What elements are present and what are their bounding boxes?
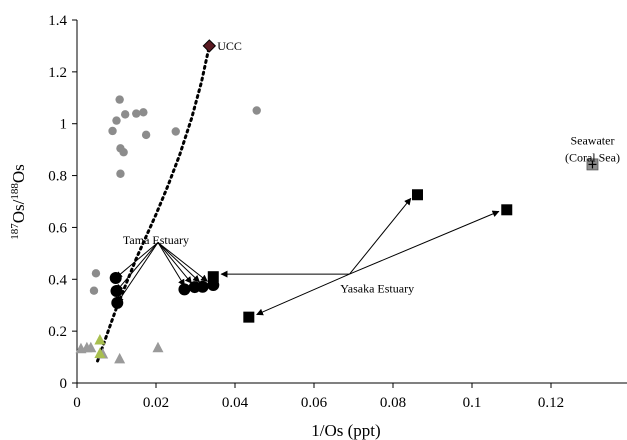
y-axis-title-main-2: Os: [9, 164, 28, 183]
annotation-tama: Tama Estuary: [123, 233, 189, 247]
data-points-layer: [75, 39, 599, 364]
data-point-circle-small: [91, 269, 101, 278]
data-point-triangle: [85, 341, 97, 353]
annotation-arrow: [157, 242, 200, 283]
x-tick-label: 0.12: [538, 395, 564, 411]
data-point-triangle: [152, 341, 164, 353]
x-axis-title: 1/Os (ppt): [311, 421, 380, 440]
data-point-circle-large: [111, 296, 124, 309]
y-tick-label: 1.4: [48, 13, 67, 29]
y-tick-label: 1.2: [48, 65, 67, 81]
annotation-arrow: [116, 242, 159, 304]
x-tick-label: 0.06: [301, 395, 328, 411]
annotation-arrow: [115, 242, 159, 279]
y-axis-title-sup-1: 187: [9, 223, 21, 240]
data-point-circle-small: [108, 126, 117, 136]
data-point-triangle: [94, 347, 106, 358]
y-tick-label: 0.2: [48, 324, 67, 340]
data-point-circle-small: [112, 116, 121, 125]
x-tick-label: 0.04: [222, 395, 249, 411]
data-point-circle-large: [196, 280, 209, 293]
annotation-yasaka: Yasaka Estuary: [340, 281, 414, 295]
data-point-triangle: [94, 333, 106, 345]
data-point-square-cross: [586, 158, 599, 171]
data-point-square: [207, 271, 219, 283]
x-tick-label: 0.02: [143, 395, 169, 411]
x-tick-label: 0.08: [380, 395, 406, 411]
y-ticks: 0 0.2 0.4 0.6 0.8 1 1.2 1.4: [48, 13, 77, 392]
data-point-circle-small: [116, 169, 125, 178]
data-point-diamond: [202, 39, 217, 53]
plot-area: 0 0.02 0.04 0.06 0.08 0.1 0.12 0 0.2 0.4 0.6 0.8 1 1…: [48, 13, 627, 411]
data-point-circle-small: [115, 95, 124, 104]
y-tick-label: 1: [60, 117, 68, 133]
annotation-arrow: [157, 242, 208, 282]
data-point-circle-small: [171, 127, 180, 136]
data-point-square: [411, 189, 423, 201]
y-tick-label: 0.4: [48, 272, 67, 288]
y-tick-label: 0.6: [48, 220, 67, 236]
y-axis-title-main-1: Os/: [9, 199, 28, 223]
data-point-circle-small: [119, 148, 128, 157]
data-point-circle-small: [120, 110, 130, 119]
annotation-seawater-1: Seawater: [570, 134, 614, 148]
data-point-circle-small: [139, 108, 148, 117]
x-tick-label: 0: [73, 395, 81, 411]
data-point-circle-small: [141, 130, 151, 140]
y-axis-title-sup-2: 188: [9, 183, 21, 200]
annotation-seawater-2: (Coral Sea): [565, 150, 620, 164]
annotation-ucc: UCC: [217, 39, 242, 53]
annotation-arrow: [256, 273, 350, 316]
y-axis-title: 187Os/188Os: [9, 164, 28, 240]
annotation-arrow: [349, 197, 412, 275]
data-point-circle-small: [252, 106, 261, 115]
data-point-circle-large: [110, 284, 123, 297]
data-point-circle-small: [132, 109, 141, 118]
annotation-arrow: [157, 242, 185, 287]
mixing-line: [96, 44, 211, 363]
data-point-triangle: [114, 352, 126, 364]
x-ticks: 0 0.02 0.04 0.06 0.08 0.1 0.12: [73, 383, 564, 411]
data-point-square: [243, 311, 255, 323]
y-tick-label: 0: [60, 376, 68, 392]
annotation-arrow: [349, 210, 500, 275]
data-point-circle-small: [89, 286, 99, 295]
y-tick-label: 0.8: [48, 169, 67, 185]
data-point-circle-large: [109, 271, 122, 284]
annotation-arrow: [157, 242, 192, 284]
mixing-line-layer: [96, 44, 211, 363]
annotations-layer: UCC Seawater (Coral Sea) Tama Estuary Yasaka…: [123, 39, 620, 295]
x-tick-label: 0.1: [463, 395, 482, 411]
data-point-circle-large: [178, 283, 191, 296]
data-point-square: [501, 204, 513, 216]
arrows-layer: [115, 197, 500, 316]
annotation-arrow: [116, 242, 159, 292]
